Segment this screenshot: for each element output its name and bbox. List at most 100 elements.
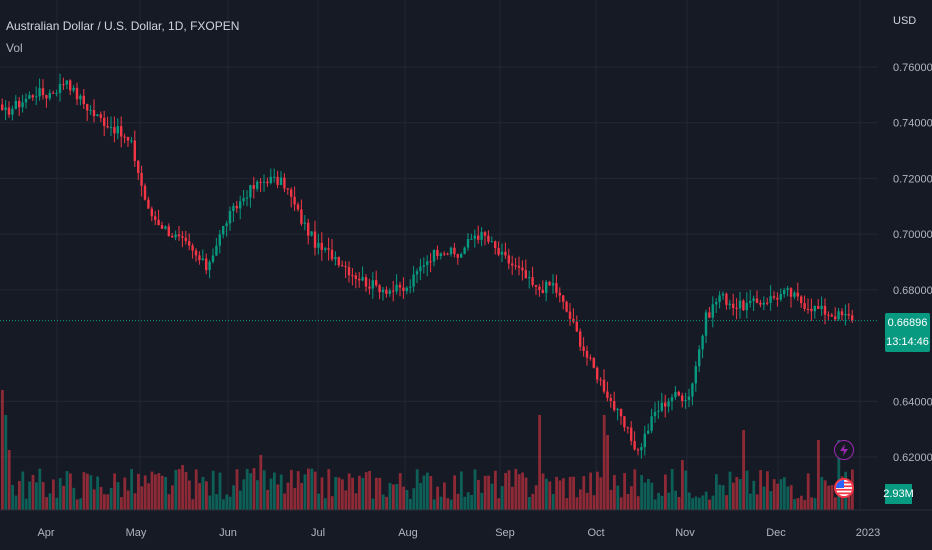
volume-bar [439, 496, 443, 510]
symbol-title[interactable]: Australian Dollar / U.S. Dollar, 1D, FXO… [6, 19, 240, 33]
volume-bar [772, 479, 776, 510]
candle-body [732, 303, 735, 308]
volume-bar [160, 475, 164, 510]
volume-bar [103, 494, 106, 510]
volume-bar [701, 495, 705, 510]
time-tick-label: Aug [398, 527, 418, 539]
candle-body [208, 261, 211, 271]
volume-bar [436, 486, 439, 510]
candle-body [283, 177, 286, 189]
candle-body [409, 286, 412, 288]
volume-bar [286, 482, 290, 510]
candle-body [742, 300, 745, 311]
volume-bar [11, 485, 14, 510]
candle-body [228, 211, 232, 224]
volume-bar [650, 482, 654, 510]
volume-bar [453, 475, 456, 510]
volume-bar [303, 474, 307, 510]
volume-bar [283, 493, 286, 510]
volume-bar [375, 477, 378, 510]
candle-body [453, 247, 456, 255]
candle-body [137, 160, 140, 173]
candle-body [242, 198, 245, 202]
candle-body [140, 172, 143, 186]
volume-bar [320, 477, 324, 510]
time-tick-label: Dec [766, 527, 786, 539]
us-flag-icon[interactable] [834, 478, 854, 498]
volume-bar [344, 490, 348, 510]
volume-bar [708, 499, 711, 510]
volume-bar [810, 497, 813, 510]
candle-body [58, 84, 62, 94]
candle-body [823, 305, 827, 315]
volume-bar [657, 492, 660, 510]
volume-bar [745, 470, 749, 510]
volume-bar [698, 497, 701, 510]
volume-bar [735, 477, 739, 510]
candle-body [500, 251, 504, 255]
candle-body [579, 331, 582, 347]
volume-bar [449, 499, 453, 510]
volume-bar [511, 486, 514, 510]
candle-body [368, 286, 371, 289]
lightning-icon[interactable] [834, 440, 854, 460]
candle-body [708, 312, 711, 318]
candle-body [21, 102, 24, 108]
candle-body [806, 308, 810, 310]
candle-body [48, 92, 51, 99]
volume-bar [398, 473, 402, 510]
candle-body [334, 257, 337, 260]
candle-body [480, 232, 483, 240]
volume-bar [388, 482, 392, 510]
volume-bar [273, 472, 276, 510]
volume-bar [24, 498, 28, 510]
volume-bar [7, 450, 11, 510]
volume-bar [534, 485, 538, 510]
candle-body [718, 295, 721, 303]
candle-body [171, 236, 174, 238]
volume-bar [65, 471, 69, 510]
candle-body [262, 181, 266, 183]
candle-body [446, 253, 449, 255]
candle-body [249, 185, 252, 198]
candle-body [538, 286, 541, 290]
volume-bar [531, 493, 535, 510]
candle-body [28, 95, 31, 99]
price-axis[interactable]: 0.76000 0.74000 0.72000 0.70000 0.68000 0.640… [893, 62, 932, 464]
volume-bar [72, 487, 76, 510]
candle-body [504, 251, 507, 256]
candle-body [684, 400, 687, 402]
candle-body [766, 302, 769, 304]
candle-body [164, 226, 167, 229]
candle-body [803, 303, 806, 309]
candle-body [596, 367, 599, 380]
candle-body [738, 300, 742, 309]
candle-body [381, 289, 385, 293]
candle-body [317, 242, 320, 248]
volume-bar [490, 483, 494, 510]
volume-indicator-label[interactable]: Vol [6, 41, 23, 55]
volume-bar [252, 468, 256, 510]
time-axis[interactable]: Apr May Jun Jul Aug Sep Oct Nov Dec 2023 [0, 509, 932, 539]
volume-bar [402, 486, 405, 510]
volume-bar [164, 477, 167, 510]
volume-bar [41, 482, 45, 510]
volume-bar [341, 479, 344, 510]
volume-bar [126, 490, 130, 510]
volume-bar [256, 480, 259, 510]
candle-body [813, 306, 816, 312]
volume-bar [687, 492, 691, 510]
candle-body [619, 408, 623, 417]
candle-body [402, 287, 405, 291]
candle-body [466, 239, 470, 248]
volume-bar [28, 481, 31, 510]
volume-bar [75, 499, 79, 510]
volume-bar [86, 473, 89, 510]
candle-body [769, 296, 772, 303]
candle-body [443, 253, 446, 255]
volume-bar [55, 497, 59, 510]
volume-bar [820, 477, 824, 510]
candle-body [422, 265, 425, 267]
volume-bar [786, 486, 790, 510]
